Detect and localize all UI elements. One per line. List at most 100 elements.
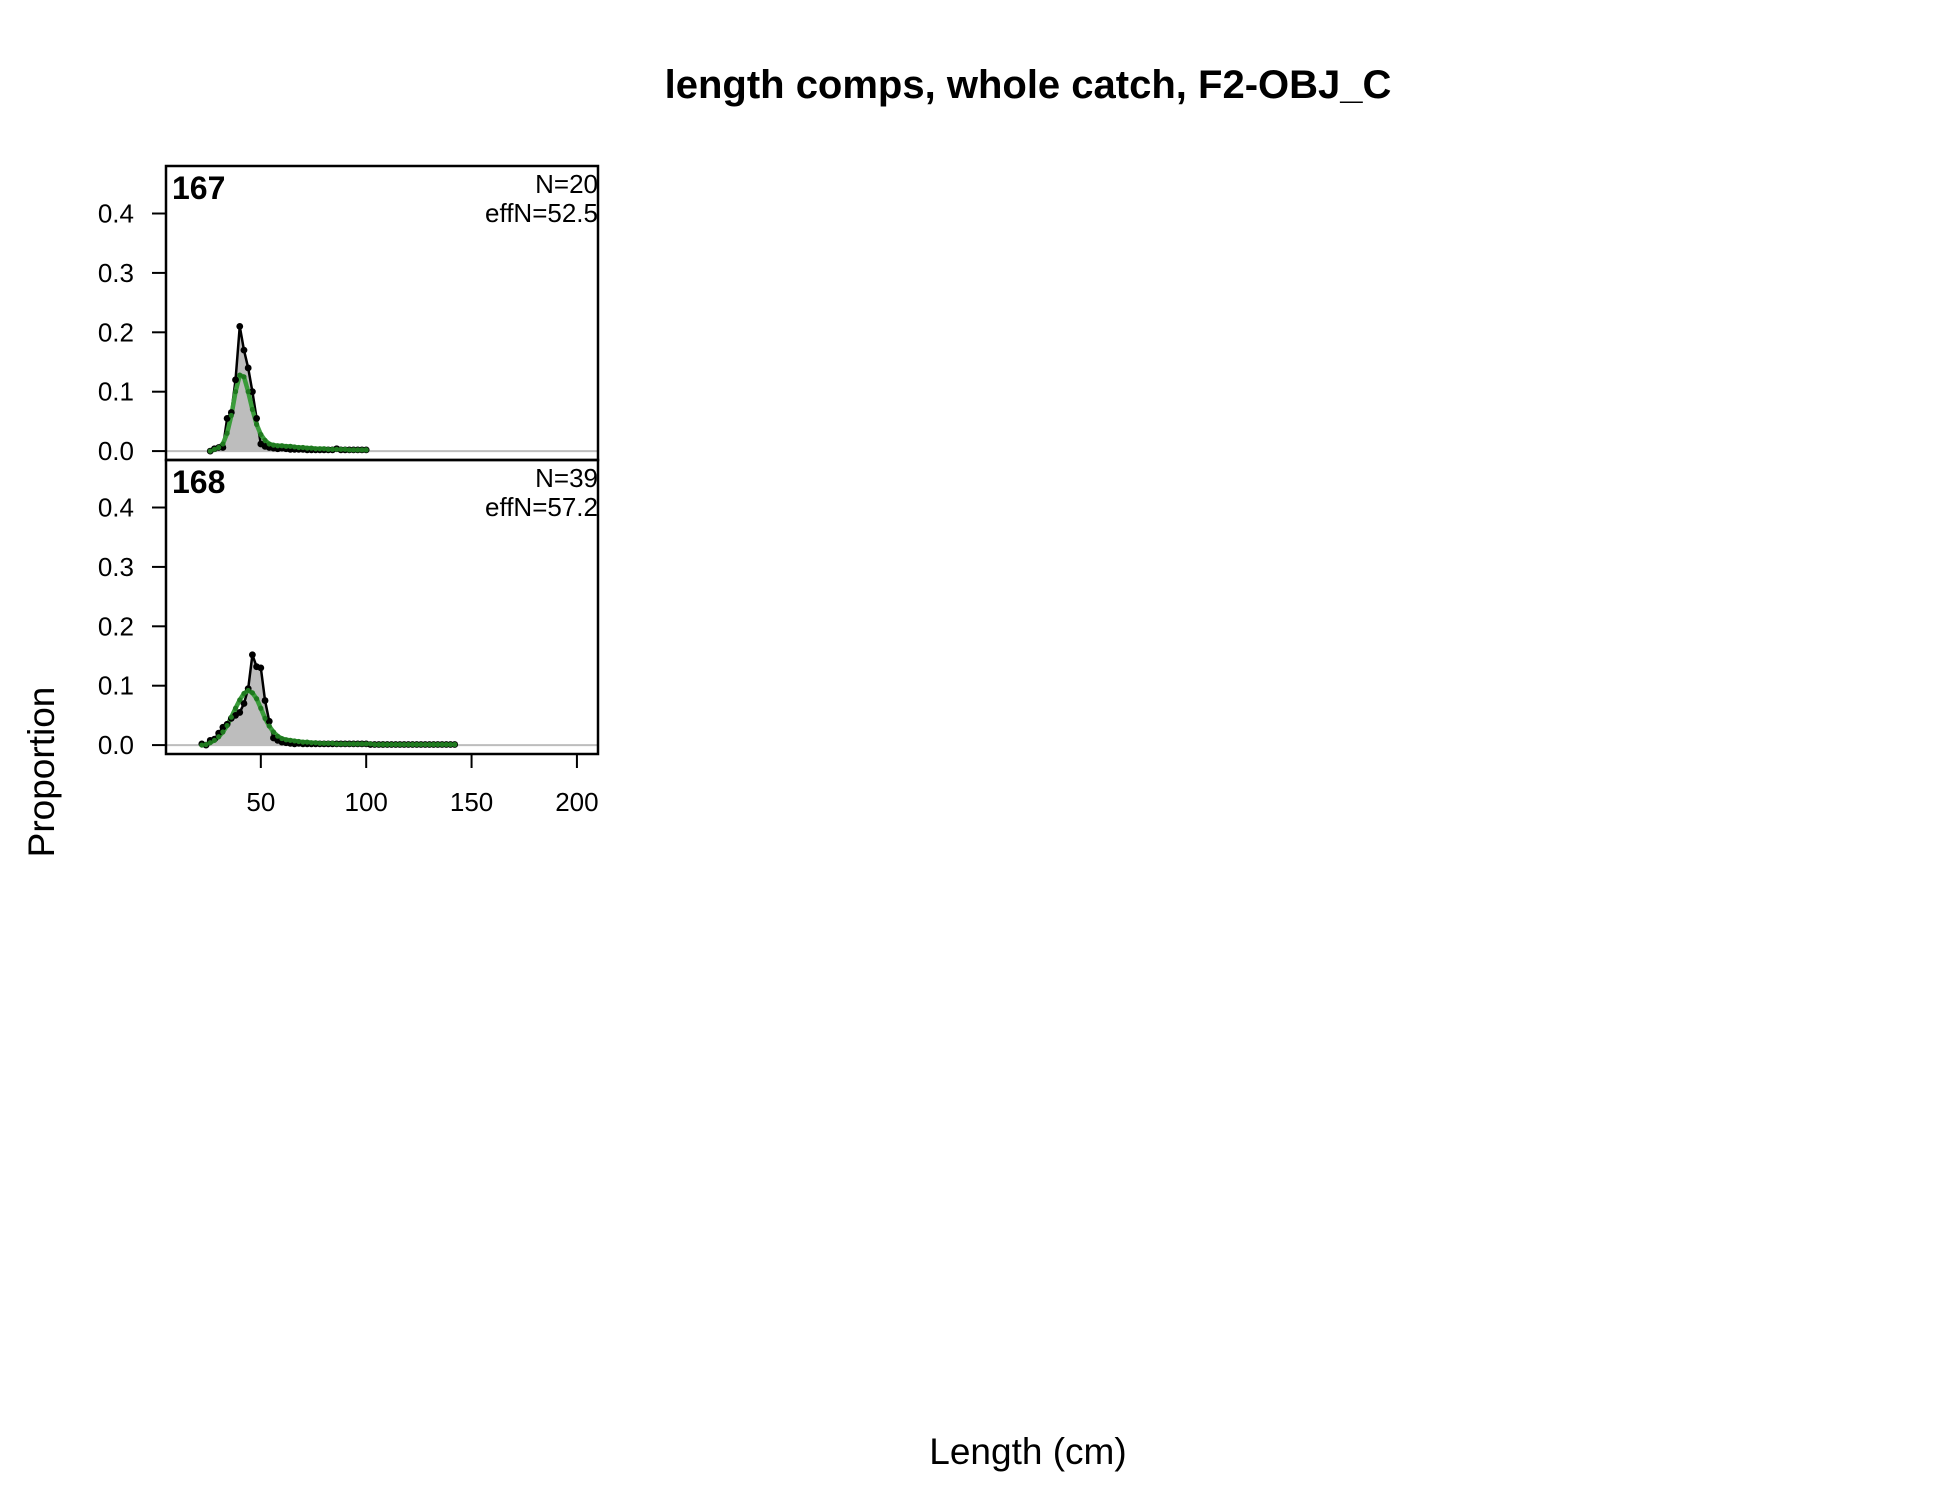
expected-point [317,446,323,452]
expected-point [363,447,369,453]
y-tick-label: 0.3 [98,258,134,288]
expected-point [317,740,323,746]
expected-point [363,741,369,747]
expected-point [388,741,395,748]
observed-point [240,700,248,707]
expected-point [237,697,243,703]
expected-point [329,740,336,746]
observed-point [232,376,239,384]
observed-point [236,709,244,716]
expected-point [258,431,264,438]
expected-point [329,446,336,452]
expected-point [296,444,302,451]
expected-point [422,741,428,748]
expected-point [355,741,361,747]
x-tick-label: 50 [246,787,275,817]
expected-point [397,741,403,748]
expected-point [262,715,268,721]
expected-point [224,722,230,729]
expected-point [338,741,344,747]
expected-point [262,437,268,443]
expected-point [452,741,458,748]
expected-point [372,741,378,748]
expected-point [224,430,230,436]
expected-point [270,729,277,735]
observed-point [257,664,265,672]
expected-point [313,446,319,452]
expected-point [346,447,352,453]
expected-point [228,714,234,720]
observed-point [261,697,269,704]
expected-point [401,741,407,748]
observed-point [249,651,256,659]
expected-point [211,737,218,743]
expected-point [296,738,302,745]
observed-point [240,346,248,354]
expected-point [211,446,218,452]
expected-point [304,739,310,745]
expected-point [266,723,272,729]
expected-point [447,741,454,748]
expected-point [334,741,340,747]
y-tick-label: 0.2 [98,317,134,347]
expected-point [245,389,251,395]
expected-point [300,444,306,451]
observed-point [265,717,273,725]
y-tick-label: 0.3 [98,552,134,582]
expected-point [359,741,365,747]
panel-frame [164,458,600,756]
expected-point [216,734,222,740]
expected-point [435,741,441,748]
expected-point [405,741,411,748]
x-tick-label: 150 [450,787,493,817]
expected-point [338,446,344,452]
expected-point [443,741,449,748]
y-axis-label: Proportion [21,687,62,858]
expected-point [220,441,226,447]
expected-point [308,445,315,451]
expected-point [220,729,226,735]
observed-point [253,415,261,422]
expected-point [380,741,386,748]
expected-point [237,372,243,378]
y-tick-label: 0.0 [98,436,134,466]
panel-effn-label: effN=52.5 [485,198,598,228]
expected-point [414,741,420,748]
y-tick-label: 0.0 [98,730,134,760]
y-tick-label: 0.2 [98,611,134,641]
expected-point [342,741,348,747]
expected-point [199,742,205,748]
expected-point [431,741,437,748]
observed-point [244,364,252,372]
expected-point [367,741,374,747]
observed-point [236,322,244,330]
expected-point [283,737,289,743]
x-axis-label: Length (cm) [929,1431,1126,1472]
expected-point [334,446,340,452]
expected-point [308,740,315,746]
expected-point [418,741,424,748]
expected-point [321,446,327,452]
expected-point [232,389,239,395]
expected-point [266,441,272,447]
expected-point [359,447,365,453]
x-tick-label: 200 [555,787,598,817]
expected-point [313,740,319,746]
expected-point [279,735,285,742]
observed-point [249,388,256,396]
expected-point [384,741,390,748]
expected-point [325,740,331,746]
panel-n-label: N=20 [535,169,598,199]
expected-point [207,448,213,454]
expected-point [355,447,361,453]
panel-label: 168 [172,464,225,500]
panel-label: 167 [172,170,225,206]
expected-point [287,443,293,449]
expected-point [232,705,239,711]
y-tick-label: 0.4 [98,493,134,523]
